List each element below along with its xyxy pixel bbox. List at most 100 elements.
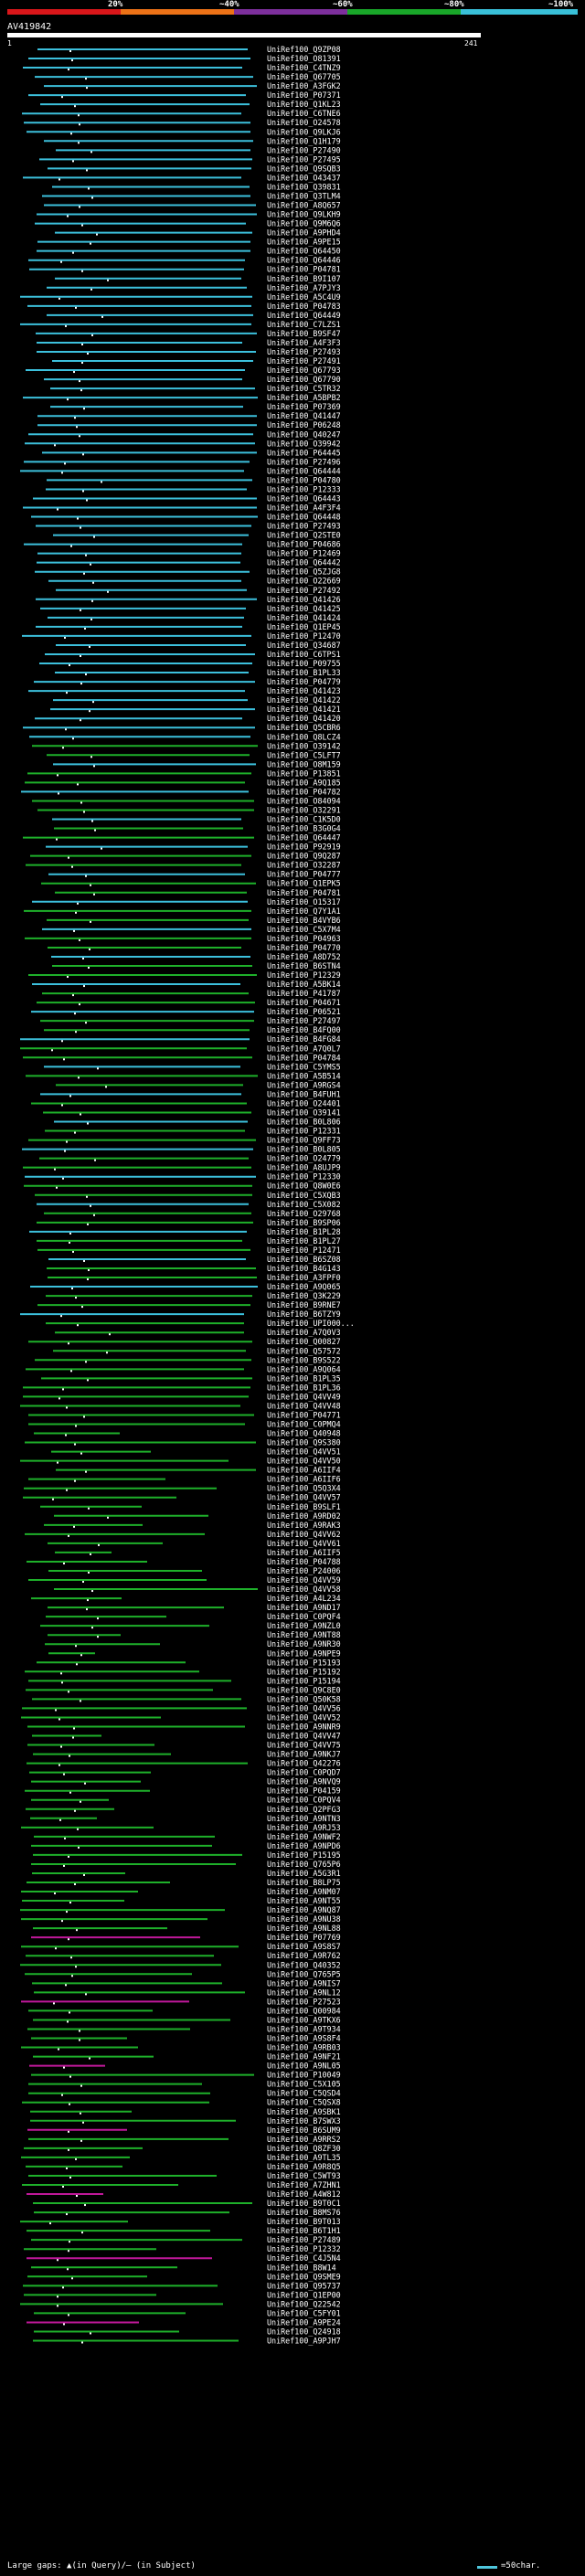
hit-label[interactable]: UniRef100_C1K5D0	[267, 815, 341, 824]
hit-label[interactable]: UniRef100_P27496	[267, 457, 341, 466]
hit-label[interactable]: UniRef100_C5QSD4	[267, 2089, 341, 2098]
hit-label[interactable]: UniRef100_Q4VV56	[267, 1703, 341, 1712]
hit-label[interactable]: UniRef100_Q64448	[267, 513, 341, 522]
hit-label[interactable]: UniRef100_P12330	[267, 1172, 341, 1182]
hit-label[interactable]: UniRef100_Q40247	[267, 429, 341, 439]
hit-label[interactable]: UniRef100_Q8W0E6	[267, 1182, 341, 1191]
hit-label[interactable]: UniRef100_A4F3F4	[267, 504, 341, 513]
hit-label[interactable]: UniRef100_Q9C8E0	[267, 1685, 341, 1694]
hit-label[interactable]: UniRef100_P07369	[267, 402, 341, 411]
hit-label[interactable]: UniRef100_O84094	[267, 796, 341, 805]
hit-label[interactable]: UniRef100_Q8LCZ4	[267, 732, 341, 741]
hit-label[interactable]: UniRef100_Q3K229	[267, 1291, 341, 1300]
hit-label[interactable]: UniRef100_Q9SQB3	[267, 164, 341, 173]
hit-label[interactable]: UniRef100_B9SF47	[267, 329, 341, 338]
hit-label[interactable]: UniRef100_Q41422	[267, 695, 341, 705]
hit-label[interactable]: UniRef100_Q41447	[267, 411, 341, 420]
hit-label[interactable]: UniRef100_P27492	[267, 586, 341, 595]
hit-label[interactable]: UniRef100_C7LZS1	[267, 320, 341, 329]
hit-label[interactable]: UniRef100_Q34687	[267, 641, 341, 650]
hit-label[interactable]: UniRef100_A4F3F3	[267, 338, 341, 347]
hit-label[interactable]: UniRef100_A5BK14	[267, 980, 341, 989]
hit-label[interactable]: UniRef100_Q67705	[267, 72, 341, 81]
hit-label[interactable]: UniRef100_B9SP06	[267, 1218, 341, 1227]
hit-label[interactable]: UniRef100_Q41420	[267, 714, 341, 723]
hit-label[interactable]: UniRef100_P64445	[267, 448, 341, 457]
hit-label[interactable]: UniRef100_P04779	[267, 677, 341, 686]
hit-label[interactable]: UniRef100_B9T013	[267, 2217, 341, 2226]
hit-label[interactable]: UniRef100_C5XQB3	[267, 1191, 341, 1200]
hit-label[interactable]: UniRef100_A6IIF5	[267, 1548, 341, 1557]
hit-label[interactable]: UniRef100_C5X082	[267, 1200, 341, 1209]
hit-label[interactable]: UniRef100_A9NF21	[267, 2052, 341, 2062]
hit-label[interactable]: UniRef100_Q4VV50	[267, 1457, 341, 1466]
hit-label[interactable]: UniRef100_Q41424	[267, 613, 341, 622]
hit-label[interactable]: UniRef100_P27497	[267, 1016, 341, 1025]
hit-label[interactable]: UniRef100_Q5CBR6	[267, 723, 341, 732]
hit-label[interactable]: UniRef100_Q64444	[267, 466, 341, 475]
hit-label[interactable]: UniRef100_A9RAK3	[267, 1521, 341, 1530]
hit-label[interactable]: UniRef100_B8MS76	[267, 2208, 341, 2217]
hit-label[interactable]: UniRef100_C5X105	[267, 2080, 341, 2089]
hit-label[interactable]: UniRef100_Q2PFG3	[267, 1805, 341, 1814]
hit-label[interactable]: UniRef100_P27491	[267, 356, 341, 366]
hit-label[interactable]: UniRef100_Q7Y1A1	[267, 906, 341, 916]
hit-label[interactable]: UniRef100_A9NU38	[267, 1914, 341, 1924]
hit-label[interactable]: UniRef100_Q67793	[267, 366, 341, 375]
hit-label[interactable]: UniRef100_C6TPS1	[267, 650, 341, 659]
hit-label[interactable]: UniRef100_B1PL33	[267, 668, 341, 677]
hit-label[interactable]: UniRef100_B9S522	[267, 1355, 341, 1364]
hit-label[interactable]: UniRef100_P15192	[267, 1667, 341, 1676]
hit-label[interactable]: UniRef100_Q41426	[267, 595, 341, 604]
hit-label[interactable]: UniRef100_P04671	[267, 998, 341, 1007]
hit-label[interactable]: UniRef100_Q9S380	[267, 1438, 341, 1447]
hit-label[interactable]: UniRef100_Q64442	[267, 558, 341, 567]
hit-label[interactable]: UniRef100_B9SLF1	[267, 1502, 341, 1511]
hit-label[interactable]: UniRef100_B4VYB6	[267, 916, 341, 925]
hit-label[interactable]: UniRef100_P15194	[267, 1676, 341, 1685]
hit-label[interactable]: UniRef100_Q3TLM4	[267, 191, 341, 200]
hit-label[interactable]: UniRef100_P12470	[267, 631, 341, 641]
hit-label[interactable]: UniRef100_C5FY01	[267, 2308, 341, 2317]
hit-label[interactable]: UniRef100_P09755	[267, 659, 341, 668]
hit-label[interactable]: UniRef100_B0L806	[267, 1118, 341, 1127]
hit-label[interactable]: UniRef100_O43437	[267, 173, 341, 182]
hit-label[interactable]: UniRef100_A9RD02	[267, 1511, 341, 1521]
hit-label[interactable]: UniRef100_B4FG84	[267, 1034, 341, 1044]
hit-label[interactable]: UniRef100_Q39831	[267, 182, 341, 191]
hit-label[interactable]: UniRef100_P12329	[267, 970, 341, 980]
hit-label[interactable]: UniRef100_A9NT88	[267, 1630, 341, 1639]
hit-label[interactable]: UniRef100_A8D752	[267, 952, 341, 961]
hit-label[interactable]: UniRef100_Q9LKJ6	[267, 127, 341, 136]
hit-label[interactable]: UniRef100_A9S8F4	[267, 2034, 341, 2043]
hit-label[interactable]: UniRef100_O39942	[267, 439, 341, 448]
hit-label[interactable]: UniRef100_P12471	[267, 1246, 341, 1255]
hit-label[interactable]: UniRef100_P06248	[267, 420, 341, 429]
hit-label[interactable]: UniRef100_B8LP75	[267, 1878, 341, 1887]
hit-label[interactable]: UniRef100_Q24918	[267, 2327, 341, 2336]
hit-label[interactable]: UniRef100_A5G3R1	[267, 1869, 341, 1878]
hit-label[interactable]: UniRef100_O15317	[267, 897, 341, 906]
hit-label[interactable]: UniRef100_Q64450	[267, 247, 341, 256]
hit-label[interactable]: UniRef100_A9NIS7	[267, 1978, 341, 1988]
hit-label[interactable]: UniRef100_Q41425	[267, 604, 341, 613]
hit-label[interactable]: UniRef100_A9NL88	[267, 1924, 341, 1933]
hit-label[interactable]: UniRef100_C0PQV4	[267, 1796, 341, 1805]
hit-label[interactable]: UniRef100_Q4VV52	[267, 1712, 341, 1722]
hit-label[interactable]: UniRef100_B1PL27	[267, 1236, 341, 1246]
hit-label[interactable]: UniRef100_A9PHD4	[267, 228, 341, 238]
hit-label[interactable]: UniRef100_A9NWF2	[267, 1832, 341, 1841]
hit-label[interactable]: UniRef100_A9S8S7	[267, 1942, 341, 1951]
hit-label[interactable]: UniRef100_UPI000...	[267, 1319, 355, 1328]
hit-label[interactable]: UniRef100_Q4VV58	[267, 1585, 341, 1594]
hit-label[interactable]: UniRef100_B9T0C1	[267, 2199, 341, 2208]
hit-label[interactable]: UniRef100_A7ZHN1	[267, 2180, 341, 2189]
hit-label[interactable]: UniRef100_P10049	[267, 2071, 341, 2080]
hit-label[interactable]: UniRef100_A7Q0L7	[267, 1044, 341, 1053]
hit-label[interactable]: UniRef100_P15193	[267, 1658, 341, 1667]
hit-label[interactable]: UniRef100_B9RNE7	[267, 1300, 341, 1309]
hit-label[interactable]: UniRef100_Q64443	[267, 493, 341, 503]
hit-label[interactable]: UniRef100_Q00984	[267, 2006, 341, 2015]
hit-label[interactable]: UniRef100_O81391	[267, 54, 341, 63]
hit-label[interactable]: UniRef100_A6IIF4	[267, 1466, 341, 1475]
